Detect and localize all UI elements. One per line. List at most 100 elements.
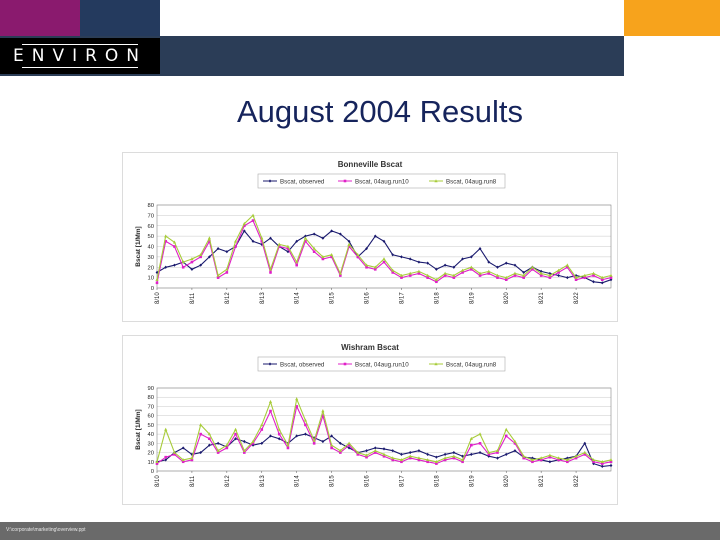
data-point — [426, 276, 429, 279]
data-point — [504, 452, 508, 456]
data-point — [566, 265, 569, 269]
data-point — [242, 448, 246, 452]
data-point — [478, 450, 482, 455]
data-point — [216, 246, 220, 251]
logo-bottom-rule — [22, 67, 138, 68]
data-point — [469, 265, 473, 269]
legend-label: Bscat, 04aug.run8 — [446, 179, 497, 186]
data-point — [295, 434, 299, 438]
data-point — [295, 263, 298, 267]
data-point — [373, 268, 377, 271]
data-point — [216, 441, 220, 445]
logo-top-rule — [22, 44, 138, 45]
data-point — [600, 281, 604, 285]
legend-item: Bscat, 04aug.run10 — [338, 179, 409, 186]
series-bscat-04aug-run10 — [155, 404, 613, 465]
data-point — [330, 253, 334, 256]
data-point — [443, 271, 447, 275]
data-point — [574, 454, 578, 458]
data-point — [548, 453, 552, 457]
data-point — [373, 446, 377, 450]
legend-item: Bscat, observed — [263, 362, 325, 369]
data-point — [460, 458, 465, 462]
data-point — [522, 454, 526, 458]
legend-label: Bscat, 04aug.run10 — [355, 179, 409, 186]
data-point — [251, 442, 255, 445]
legend-label: Bscat, observed — [280, 362, 325, 369]
data-point — [565, 263, 569, 267]
data-point — [487, 260, 491, 264]
data-point — [443, 458, 447, 462]
data-point — [417, 449, 421, 453]
y-tick-label: 90 — [148, 386, 154, 392]
data-point — [234, 432, 237, 436]
data-point — [504, 261, 508, 265]
data-point — [548, 273, 552, 277]
data-point — [522, 270, 526, 275]
data-point — [304, 234, 307, 238]
data-point — [461, 271, 464, 274]
data-point — [522, 276, 525, 279]
data-point — [609, 463, 613, 468]
data-point — [234, 245, 237, 248]
data-point — [190, 456, 194, 460]
data-point — [190, 260, 194, 264]
data-point — [382, 454, 386, 458]
chart-wishram-frame: Wishram Bscat Bscat, observed Bscat, 04aug… — [122, 335, 618, 505]
data-point — [382, 257, 386, 261]
legend-marker — [434, 179, 438, 183]
data-point — [312, 442, 316, 445]
y-axis-label: Bscat [1/Mm] — [135, 226, 142, 266]
data-point — [199, 255, 202, 259]
data-point — [469, 436, 473, 440]
data-point — [539, 274, 543, 277]
plot-area — [156, 204, 612, 289]
data-point — [434, 277, 438, 281]
logo-text: ENVIRON — [12, 46, 147, 66]
data-point — [155, 270, 159, 275]
data-point — [591, 271, 596, 275]
data-point — [277, 242, 281, 246]
y-tick-label: 20 — [148, 265, 154, 271]
data-point — [478, 432, 482, 436]
data-point — [173, 453, 176, 456]
data-point — [225, 267, 229, 271]
data-point — [583, 273, 587, 277]
data-point — [496, 276, 499, 279]
data-point — [504, 275, 508, 279]
data-point — [600, 459, 604, 463]
y-tick-label: 40 — [148, 245, 154, 251]
y-tick-label: 20 — [148, 451, 154, 457]
data-point — [443, 456, 447, 460]
data-point — [496, 265, 499, 269]
footer-bar — [0, 522, 720, 540]
data-point — [609, 273, 613, 277]
data-point — [269, 409, 272, 413]
data-point — [557, 268, 561, 272]
data-point — [207, 255, 211, 259]
data-point — [286, 446, 290, 450]
x-tick-label: 8/19 — [469, 475, 475, 487]
footer-path: V:\corporate\marketing\overview.ppt — [6, 527, 86, 533]
data-point — [330, 434, 334, 438]
data-point — [609, 276, 613, 279]
data-point — [242, 229, 246, 233]
data-point — [207, 432, 211, 436]
x-tick-label: 8/17 — [399, 292, 405, 304]
chart-title: Bonneville Bscat — [338, 160, 403, 169]
data-point — [609, 460, 613, 464]
data-point — [443, 274, 447, 277]
data-point — [225, 446, 229, 450]
data-point — [382, 260, 386, 264]
x-tick-label: 8/12 — [225, 475, 231, 487]
data-point — [295, 260, 299, 264]
data-point — [286, 443, 290, 447]
data-point — [268, 400, 273, 404]
data-point — [487, 269, 491, 273]
data-point — [495, 448, 500, 452]
data-point — [496, 456, 499, 460]
data-point — [277, 432, 281, 436]
data-point — [338, 271, 342, 275]
data-point — [190, 458, 194, 462]
data-point — [513, 442, 517, 445]
